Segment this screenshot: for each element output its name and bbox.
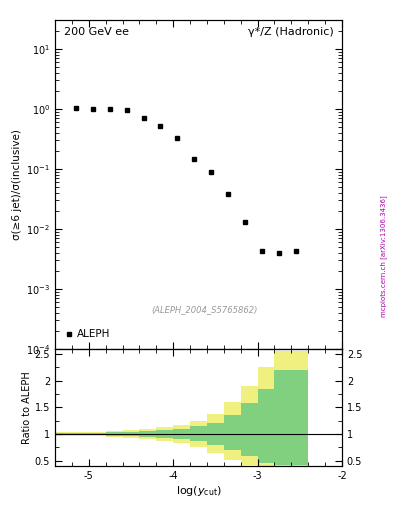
X-axis label: log($y_{\rm cut}$): log($y_{\rm cut}$) — [176, 483, 221, 498]
Legend: ALEPH: ALEPH — [60, 325, 114, 344]
Text: (ALEPH_2004_S5765862): (ALEPH_2004_S5765862) — [151, 305, 257, 314]
ALEPH — [125, 106, 129, 113]
ALEPH — [276, 250, 281, 256]
ALEPH — [293, 248, 298, 254]
Text: γ*/Z (Hadronic): γ*/Z (Hadronic) — [248, 27, 333, 37]
Y-axis label: Ratio to ALEPH: Ratio to ALEPH — [22, 371, 32, 444]
ALEPH — [242, 219, 247, 225]
Text: mcplots.cern.ch [arXiv:1306.3436]: mcplots.cern.ch [arXiv:1306.3436] — [380, 195, 387, 317]
ALEPH — [209, 169, 213, 175]
ALEPH — [91, 105, 95, 112]
ALEPH — [175, 135, 180, 141]
ALEPH — [192, 156, 196, 162]
Text: 200 GeV ee: 200 GeV ee — [64, 27, 129, 37]
Line: ALEPH: ALEPH — [73, 106, 298, 255]
ALEPH — [74, 105, 79, 112]
ALEPH — [158, 122, 163, 129]
ALEPH — [108, 106, 112, 112]
Y-axis label: σ(≥6 jet)/σ(inclusive): σ(≥6 jet)/σ(inclusive) — [12, 129, 22, 240]
ALEPH — [259, 248, 264, 254]
ALEPH — [226, 191, 230, 197]
ALEPH — [141, 115, 146, 121]
